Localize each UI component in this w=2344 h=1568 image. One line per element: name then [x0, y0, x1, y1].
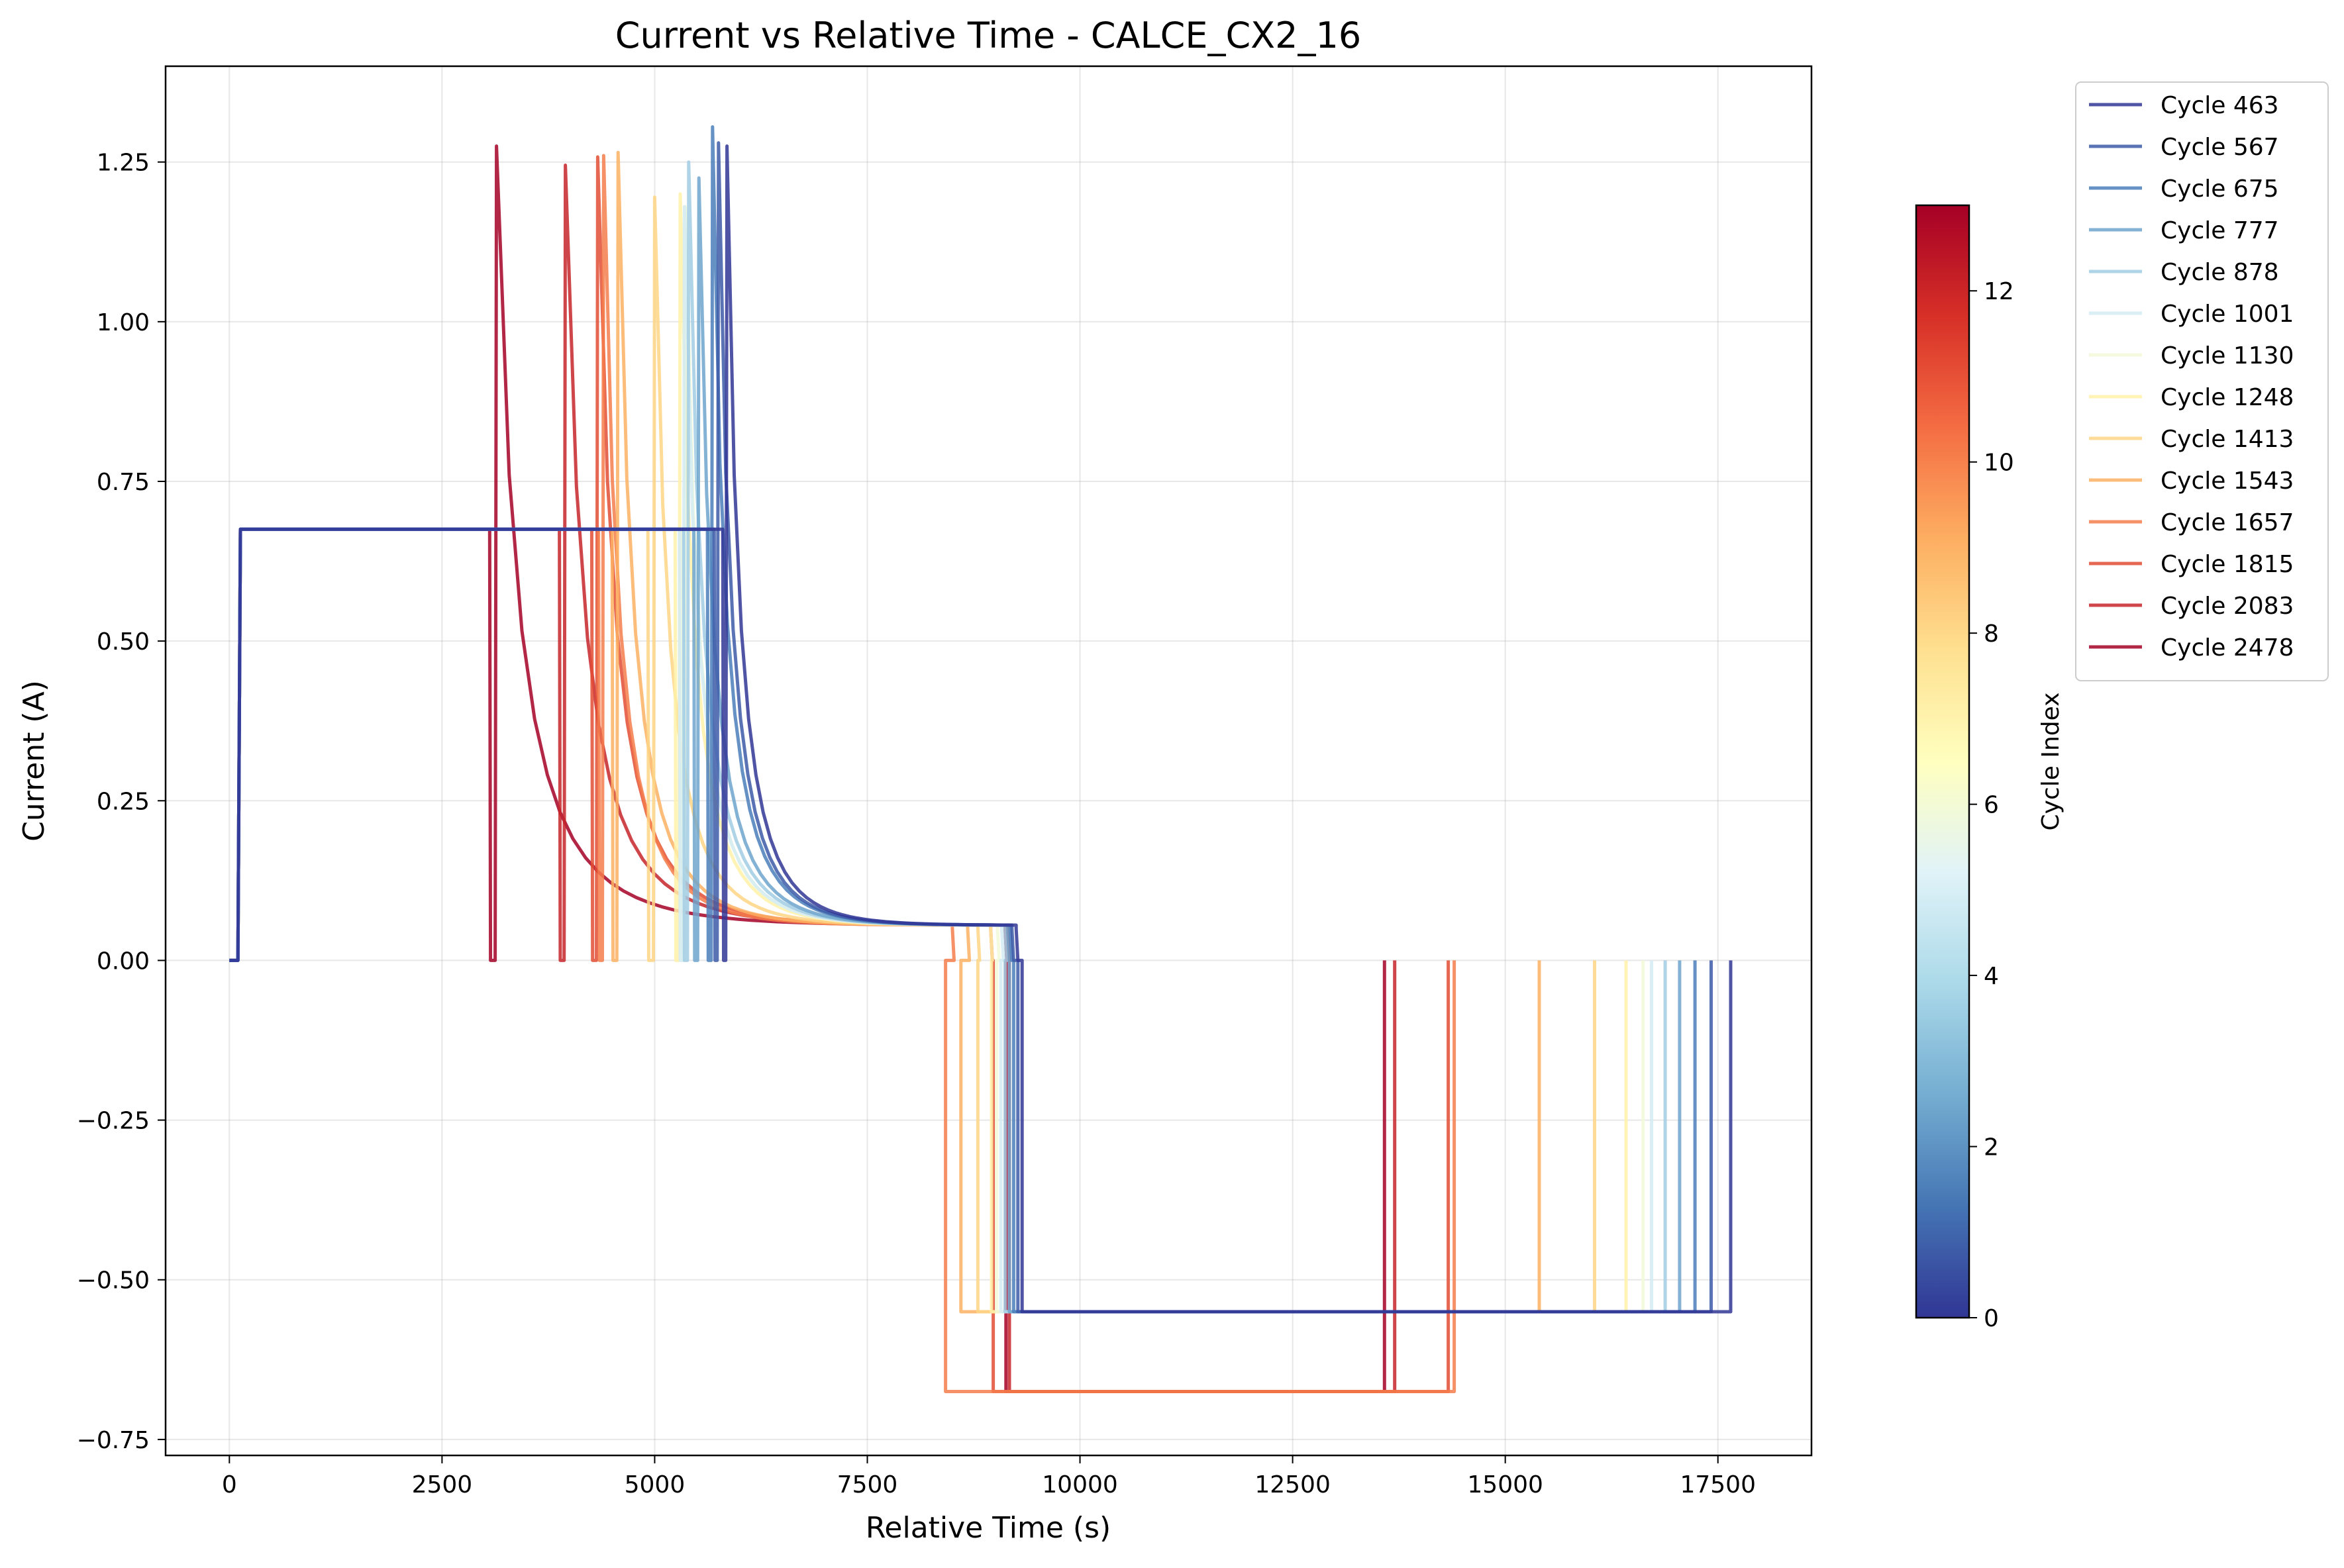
y-axis-title: Current (A)	[17, 680, 51, 842]
legend-label: Cycle 1657	[2161, 509, 2294, 536]
y-tick-label: 0.75	[97, 469, 150, 496]
plot-frame	[164, 65, 1813, 1457]
legend-label: Cycle 675	[2161, 175, 2279, 203]
y-axis: −0.75 −0.50 −0.25 0.00 0.25 0.50 0.75 1.00 1.25	[77, 150, 166, 1454]
x-tick-label: 0	[222, 1471, 237, 1498]
x-tick-label: 15000	[1467, 1471, 1543, 1498]
legend-label: Cycle 567	[2161, 134, 2279, 161]
y-tick-label: −0.50	[77, 1267, 150, 1295]
legend-label: Cycle 1413	[2161, 426, 2294, 453]
legend-label: Cycle 777	[2161, 217, 2279, 244]
legend: Cycle 463 Cycle 567 Cycle 675 Cycle 777 Cycl…	[2075, 81, 2329, 681]
x-tick-label: 12500	[1254, 1471, 1331, 1498]
legend-label: Cycle 1248	[2161, 384, 2294, 411]
y-tick-label: 1.00	[97, 309, 150, 336]
y-tick-label: 0.25	[97, 788, 150, 815]
y-tick-label: −0.75	[77, 1427, 150, 1454]
legend-label: Cycle 1543	[2161, 467, 2294, 495]
x-tick-label: 17500	[1680, 1471, 1756, 1498]
legend-label: Cycle 878	[2161, 259, 2279, 286]
x-tick-label: 7500	[837, 1471, 898, 1498]
legend-label: Cycle 2083	[2161, 593, 2294, 620]
x-axis-title: Relative Time (s)	[866, 1511, 1111, 1545]
legend-label: Cycle 1001	[2161, 301, 2294, 328]
colorbar-tick-label: 2	[1984, 1134, 1999, 1161]
colorbar-tick-label: 12	[1984, 278, 2014, 305]
chart-title: Current vs Relative Time - CALCE_CX2_16	[615, 15, 1361, 56]
colorbar	[1915, 204, 1970, 1319]
series-group	[229, 125, 1733, 1393]
x-axis: 0 2500 5000 7500 10000 12500 15000 17500	[222, 1455, 1756, 1498]
colorbar-tick-label: 8	[1984, 620, 1999, 648]
colorbar-tick-label: 6	[1984, 792, 1999, 819]
legend-label: Cycle 2478	[2161, 634, 2294, 662]
legend-label: Cycle 1815	[2161, 551, 2294, 578]
colorbar-tick-label: 4	[1984, 963, 1999, 990]
x-tick-label: 2500	[412, 1471, 473, 1498]
legend-label: Cycle 463	[2161, 92, 2279, 119]
legend-label: Cycle 1130	[2161, 342, 2294, 369]
y-tick-label: 0.00	[97, 948, 150, 975]
x-tick-label: 5000	[625, 1471, 686, 1498]
colorbar-axis: 0 2 4 6 8 10 12	[1969, 278, 2014, 1332]
y-tick-label: −0.25	[77, 1108, 150, 1135]
colorbar-tick-label: 0	[1984, 1305, 1999, 1332]
series-line-cycle-463	[229, 144, 1733, 1314]
colorbar-tick-label: 10	[1984, 450, 2014, 477]
legend-box	[2075, 81, 2329, 681]
y-tick-label: 1.25	[97, 150, 150, 177]
x-tick-label: 10000	[1042, 1471, 1118, 1498]
colorbar-label: Cycle Index	[2037, 693, 2064, 831]
y-tick-label: 0.50	[97, 628, 150, 656]
